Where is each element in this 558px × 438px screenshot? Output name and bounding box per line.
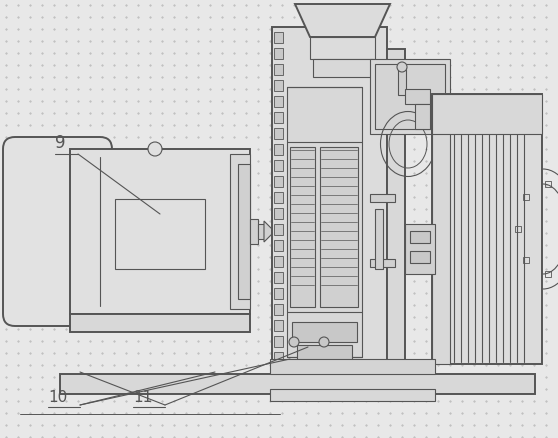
Bar [274,225,283,236]
Text: 10: 10 [48,389,68,404]
Bar [287,88,362,357]
Bar [370,259,395,267]
Bar [375,65,445,130]
Circle shape [148,143,162,157]
Bar [274,97,283,108]
Bar [545,272,551,277]
FancyBboxPatch shape [3,138,112,326]
Bar [297,345,352,360]
Bar [274,336,283,347]
Bar [274,33,283,44]
Bar [545,182,551,187]
Bar [405,225,435,274]
Bar [274,81,283,92]
Bar [274,177,283,187]
Bar [274,320,283,331]
Bar [115,200,205,269]
Circle shape [319,337,329,347]
Bar [313,60,373,78]
Bar [274,113,283,124]
Bar [274,193,283,204]
Text: 11: 11 [133,389,152,404]
Bar [274,352,283,363]
Bar [375,209,383,269]
Bar [290,148,315,307]
Bar [274,65,283,76]
Bar [270,389,435,401]
Circle shape [289,337,299,347]
Bar [370,60,450,135]
Bar [292,322,357,342]
Bar [405,90,430,105]
Text: 9: 9 [55,134,65,152]
Bar [272,28,387,387]
Bar [398,68,406,96]
Bar [432,95,450,364]
Bar [274,145,283,155]
Bar [274,240,283,251]
Bar [415,105,430,130]
Bar [270,359,435,374]
Bar [274,208,283,219]
Bar [238,165,250,299]
Bar [274,288,283,299]
Polygon shape [264,222,272,243]
Bar [274,272,283,283]
Bar [70,150,250,314]
Bar [410,231,430,244]
Bar [523,194,529,201]
Bar [307,365,332,383]
Bar [370,194,395,202]
Bar [60,374,535,394]
Bar [515,226,521,233]
Bar [312,383,327,395]
Bar [250,219,258,244]
Polygon shape [295,5,390,38]
Bar [258,225,264,240]
Bar [410,251,430,263]
Bar [387,50,405,389]
Bar [230,155,250,309]
Bar [274,304,283,315]
Bar [320,148,358,307]
Bar [432,95,542,364]
Circle shape [397,63,407,73]
Bar [274,49,283,60]
Bar [523,258,529,263]
Bar [274,256,283,267]
Bar [310,38,375,60]
Bar [70,314,250,332]
Bar [274,129,283,140]
Bar [432,95,542,135]
Bar [274,161,283,172]
